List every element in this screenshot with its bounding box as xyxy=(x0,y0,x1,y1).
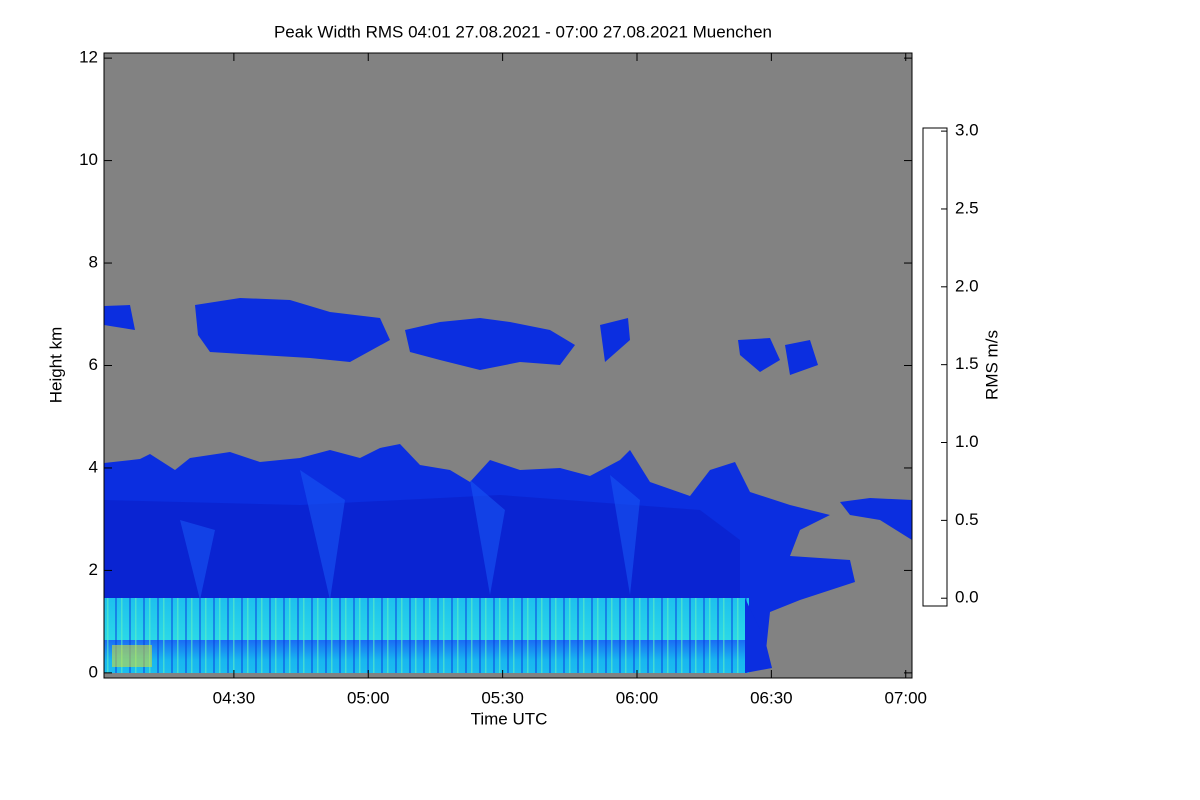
chart-title: Peak Width RMS 04:01 27.08.2021 - 07:00 … xyxy=(274,22,772,41)
x-tick-label: 05:30 xyxy=(481,688,524,707)
colorbar-tick-label: 1.5 xyxy=(955,354,979,373)
x-tick-label: 06:30 xyxy=(750,688,793,707)
y-tick-label: 0 xyxy=(89,662,98,681)
x-axis-label: Time UTC xyxy=(471,709,548,728)
y-tick-label: 12 xyxy=(79,48,98,67)
x-tick-label: 05:00 xyxy=(347,688,390,707)
y-axis-label: Height km xyxy=(46,327,65,404)
colorbar-tick-label: 2.5 xyxy=(955,198,979,217)
y-tick-label: 10 xyxy=(79,150,98,169)
x-tick-label: 07:00 xyxy=(884,688,927,707)
x-tick-label: 06:00 xyxy=(616,688,659,707)
colorbar-label: RMS m/s xyxy=(982,330,1001,400)
x-tick-label: 04:30 xyxy=(213,688,256,707)
backscatter-field xyxy=(104,298,912,673)
y-tick-label: 4 xyxy=(89,457,98,476)
colorbar xyxy=(922,127,948,607)
y-tick-label: 6 xyxy=(89,355,98,374)
colorbar-tick-label: 0.5 xyxy=(955,510,979,529)
colorbar-tick-label: 0.0 xyxy=(955,588,979,607)
colorbar-tick-label: 3.0 xyxy=(955,121,979,140)
y-tick-label: 2 xyxy=(89,560,98,579)
colorbar-tick-label: 2.0 xyxy=(955,276,979,295)
y-tick-label: 8 xyxy=(89,253,98,272)
colorbar-tick-label: 1.0 xyxy=(955,432,979,451)
